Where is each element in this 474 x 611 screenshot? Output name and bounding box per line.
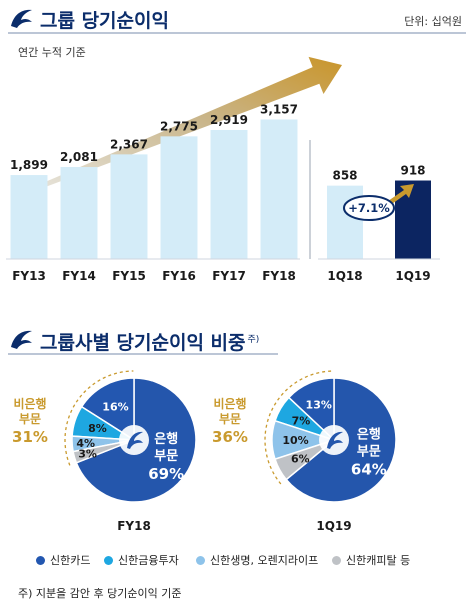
pie-label-0-fy18: 16%	[102, 400, 128, 413]
bank-label-1-1q19: 은행	[357, 427, 381, 443]
pie-slice-3-1q19	[274, 439, 335, 481]
bar-value-fy16: 2,775	[160, 119, 198, 133]
section1-divider	[8, 32, 466, 34]
bank-label-2-fy18: 부문	[154, 449, 178, 464]
pie-label-1-fy18: 8%	[88, 422, 107, 435]
nonbank-bracket-1q19	[264, 370, 334, 485]
legend-dot-invest	[104, 555, 113, 565]
legend-dot-life	[196, 555, 205, 565]
bar-1q19	[395, 180, 431, 259]
pie-title-1q19: 1Q19	[316, 519, 351, 533]
bar-value-fy13: 1,899	[10, 158, 48, 172]
pie-label-3-fy18: 3%	[78, 447, 97, 460]
legend-label-capital: 신한캐피탈 등	[346, 554, 411, 567]
bank-value-1q19: 64%	[351, 461, 387, 479]
bar-fy13	[10, 175, 48, 259]
nonbank-bracket-fy18	[64, 370, 134, 466]
growth-badge-label: +7.1%	[348, 201, 390, 215]
bank-value-fy18: 69%	[148, 465, 184, 483]
nonbank-label-2-1q19: 부문	[219, 412, 241, 426]
legend-label-invest: 신한금융투자	[118, 554, 179, 567]
tick-label-1q18: 1Q18	[327, 269, 362, 283]
bar-fy18	[260, 119, 298, 259]
legend-item-life: 신한생명, 오렌지라이프	[196, 552, 318, 568]
section1-title: 그룹 당기순이익	[40, 10, 169, 32]
shinhan-logo-icon-2	[11, 330, 32, 349]
legend-label-card: 신한카드	[50, 554, 91, 567]
pie-slice-3-fy18	[72, 439, 135, 464]
pie-label-2-fy18: 4%	[76, 437, 95, 450]
bar-value-1q19: 918	[400, 164, 425, 178]
net-income-bar-chart: 1,899 FY13 2,081 FY14 2,367 FY15 2,775 FY16 2,91…	[6, 56, 440, 283]
bar-value-fy18: 3,157	[260, 102, 298, 116]
bar-fy15	[110, 154, 148, 259]
bar-fy17	[210, 129, 248, 259]
tick-label-fy13: FY13	[12, 269, 46, 283]
bar-value-fy14: 2,081	[60, 150, 98, 164]
legend-dot-card	[36, 555, 45, 565]
legend-item-card: 신한카드	[36, 552, 90, 568]
bar-value-1q18: 858	[332, 169, 357, 183]
trend-arrow	[28, 56, 342, 193]
section2-title-text: 그룹사별 당기순이익 비중	[40, 332, 246, 354]
legend-label-life: 신한생명, 오렌지라이프	[210, 554, 319, 567]
footnote: 주) 지분을 감안 후 당기순이익 기준	[18, 587, 182, 600]
legend-item-capital: 신한캐피탈 등	[332, 552, 410, 568]
trend-arrow-shape	[28, 56, 342, 193]
pie-label-2-1q19: 10%	[282, 434, 308, 447]
bar-value-fy15: 2,367	[110, 137, 148, 151]
pie-slice-0-fy18	[80, 377, 135, 442]
nonbank-label-1-fy18: 비은행	[13, 396, 46, 411]
section2-divider	[8, 353, 278, 355]
section1-subtitle: 연간 누적 기준	[18, 46, 86, 59]
shinhan-emblem-icon-1q19	[327, 431, 343, 449]
nonbank-value-fy18: 31%	[12, 428, 48, 446]
shinhan-logo-icon	[11, 9, 32, 28]
pie-label-3-1q19: 6%	[291, 453, 310, 466]
tick-label-fy17: FY17	[212, 269, 246, 283]
bar-value-fy17: 2,919	[210, 113, 248, 127]
tick-label-fy16: FY16	[162, 269, 196, 283]
nonbank-value-1q19: 36%	[212, 428, 248, 446]
nonbank-label-2-fy18: 부문	[19, 412, 41, 426]
tick-label-fy14: FY14	[62, 269, 96, 283]
bank-label-2-1q19: 부문	[357, 445, 381, 460]
shinhan-emblem-icon-fy18	[127, 431, 143, 449]
pie-label-1-1q19: 7%	[292, 414, 311, 427]
section2-title: 그룹사별 당기순이익 비중 주)	[40, 328, 259, 355]
tick-label-fy18: FY18	[262, 269, 296, 283]
pie-title-fy18: FY18	[117, 519, 151, 533]
legend-item-invest: 신한금융투자	[104, 552, 179, 568]
pie-label-0-1q19: 13%	[306, 399, 332, 412]
bar-fy16	[160, 136, 198, 259]
bar-fy14	[60, 167, 98, 259]
unit-label: 단위: 십억원	[404, 15, 462, 28]
tick-label-1q19: 1Q19	[395, 269, 430, 283]
section2-title-note: 주)	[247, 334, 260, 345]
legend: 신한카드 신한금융투자 신한생명, 오렌지라이프 신한캐피탈 등	[0, 552, 474, 568]
tick-label-fy15: FY15	[112, 269, 146, 283]
nonbank-label-1-1q19: 비은행	[213, 396, 246, 411]
growth-badge	[343, 195, 395, 221]
bank-label-1-fy18: 은행	[154, 431, 178, 447]
legend-dot-capital	[332, 555, 341, 565]
